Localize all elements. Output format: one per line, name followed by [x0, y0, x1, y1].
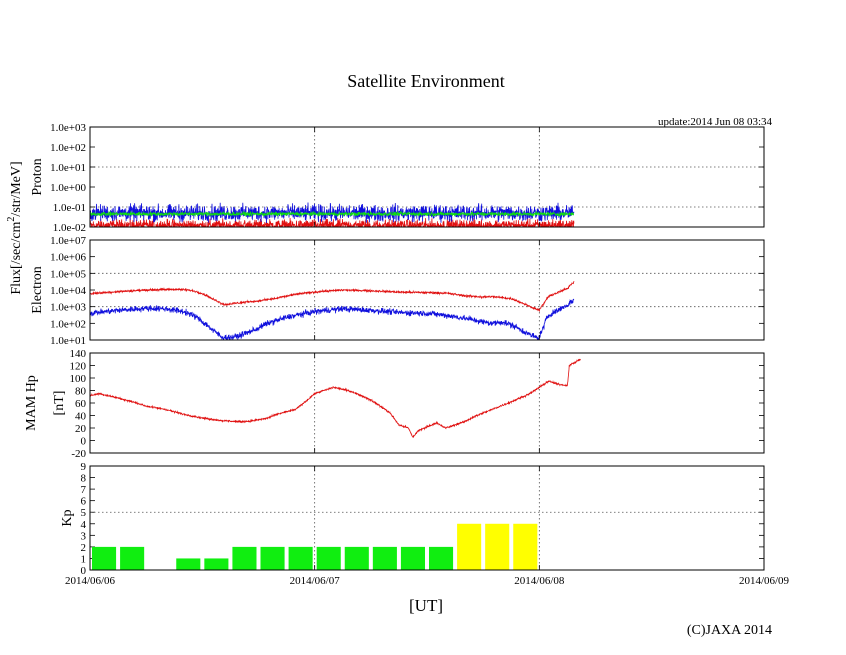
y-tick-label: 100 [70, 373, 87, 385]
y-tick-label: 5 [81, 507, 87, 519]
series-line-proton-0 [90, 217, 575, 227]
panel-kp-ylabel: Kp [60, 509, 75, 526]
panel-mam-hp-ylabel: MAM Hp [nT] [24, 375, 67, 431]
series-line-mam-hp-0 [90, 358, 581, 439]
panel-kp-data [92, 523, 538, 570]
kp-bar [288, 546, 313, 570]
panel-electron-data [90, 280, 575, 340]
kp-bar [204, 558, 229, 570]
series-line-electron-0 [90, 280, 575, 313]
y-tick-label: 0 [81, 436, 87, 448]
panel-frame [89, 239, 765, 341]
y-tick-label: 0 [81, 565, 87, 577]
series-line-proton-2 [90, 210, 575, 218]
y-tick-label: 1.0e+01 [50, 335, 86, 347]
kp-bar [485, 523, 510, 570]
y-tick-label: 4 [81, 519, 87, 531]
panel-proton-data [90, 202, 575, 227]
panel-frame [89, 352, 765, 454]
chart-title: Satellite Environment [347, 71, 504, 91]
y-tick-label: 40 [75, 411, 87, 423]
y-axis-label: MAM Hp [24, 375, 39, 431]
y-tick-label: 20 [75, 423, 87, 435]
panel-proton: 1.0e+03 1.0e+02 1.0e+01 1.0e+00 1.0e-01 1.0e-… [30, 122, 765, 234]
y-tick-label: 60 [75, 398, 87, 410]
kp-bar [457, 523, 482, 570]
kp-bar [400, 546, 425, 570]
kp-bar [176, 558, 201, 570]
y-tick-label: 1.0e+05 [50, 268, 86, 280]
kp-bar [120, 546, 145, 570]
y-tick-label: 80 [75, 386, 87, 398]
panel-frame [89, 126, 765, 228]
panel-electron-ylabel: Electron [30, 266, 45, 313]
flux-label-part2: /str/MeV] [9, 161, 24, 216]
x-axis: 2014/06/06 2014/06/07 2014/06/08 2014/06/09 [65, 127, 790, 587]
panel-proton-ylabel: Proton [30, 158, 45, 195]
y-tick-label: 1.0e+02 [50, 318, 86, 330]
y-tick-label: 1.0e+07 [50, 235, 86, 247]
y-tick-label: -20 [71, 448, 86, 460]
y-tick-label: 1.0e+02 [50, 142, 86, 154]
flux-y-axis-label: Flux[/sec/cm2/str/MeV] [6, 161, 24, 294]
y-tick-label: 8 [81, 473, 87, 485]
kp-bar [513, 523, 538, 570]
y-tick-label: 6 [81, 496, 87, 508]
y-tick-label: 2 [81, 542, 87, 554]
y-axis-label: Proton [30, 158, 45, 195]
y-tick-label: 1.0e+03 [50, 302, 86, 314]
panel-mam-hp-data [90, 358, 581, 439]
y-tick-label: 1.0e+04 [50, 285, 86, 297]
y-tick-label: 1.0e+06 [50, 252, 86, 264]
flux-label-text: Flux[/sec/cm2/str/MeV] [6, 161, 24, 294]
copyright: (C)JAXA 2014 [687, 623, 772, 638]
y-tick-label: 7 [81, 484, 87, 496]
panel-frame [89, 465, 765, 571]
y-tick-label: 1.0e+01 [50, 162, 86, 174]
kp-bar [92, 546, 117, 570]
x-tick-label: 2014/06/06 [65, 575, 116, 587]
flux-label-superscript: 2 [6, 217, 17, 222]
kp-bar [344, 546, 369, 570]
y-tick-label: 1.0e+03 [50, 122, 86, 134]
update-label: update:2014 Jun 08 03:34 [658, 116, 772, 128]
flux-label-part1: Flux[/sec/cm [9, 221, 24, 294]
y-tick-label: 140 [70, 348, 87, 360]
x-tick-label: 2014/06/08 [514, 575, 565, 587]
x-tick-label: 2014/06/07 [290, 575, 341, 587]
y-tick-label: 3 [81, 530, 87, 542]
panel-electron: 1.0e+07 1.0e+06 1.0e+05 1.0e+04 1.0e+03 1.0e+… [30, 235, 765, 347]
kp-bar [260, 546, 285, 570]
kp-bar [232, 546, 257, 570]
y-tick-label: 1 [81, 553, 87, 565]
x-axis-label: [UT] [409, 596, 443, 615]
y-tick-label: 1.0e+00 [50, 182, 86, 194]
y-tick-label: 120 [70, 361, 87, 373]
y-tick-label: 9 [81, 461, 87, 473]
kp-bar [372, 546, 397, 570]
series-line-electron-1 [90, 298, 575, 340]
y-axis-label: Electron [30, 266, 45, 313]
y-axis-unit-label: [nT] [52, 391, 67, 416]
y-axis-label: Kp [60, 509, 75, 526]
series-line-proton-1 [90, 202, 575, 224]
kp-bar [429, 546, 454, 570]
x-tick-label: 2014/06/09 [739, 575, 790, 587]
y-tick-label: 1.0e-02 [53, 222, 86, 234]
y-tick-label: 1.0e-01 [53, 202, 86, 214]
kp-bar [316, 546, 341, 570]
